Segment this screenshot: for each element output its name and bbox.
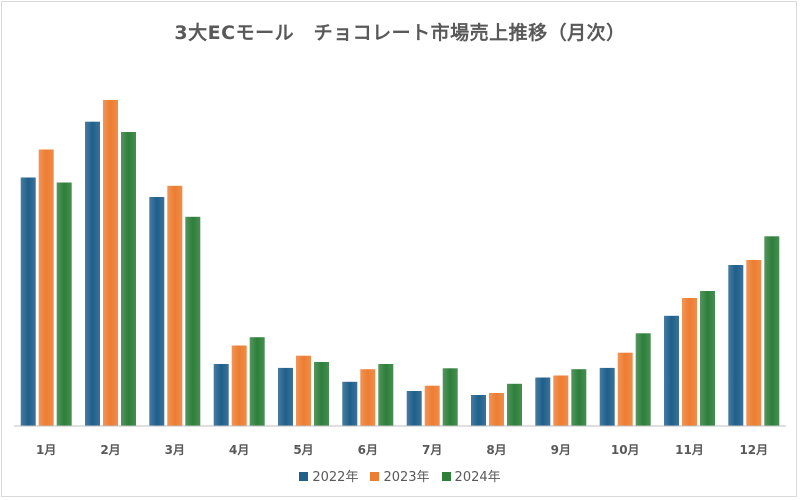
bar-11-series-1 bbox=[664, 315, 679, 426]
x-tick-label: 5月 bbox=[293, 443, 313, 457]
bar-9-series-2 bbox=[553, 375, 569, 426]
bar-1-series-3 bbox=[56, 182, 72, 426]
legend-label: 2024年 bbox=[454, 470, 501, 485]
legend-item-3: 2024年 bbox=[441, 466, 501, 485]
bar-10-series-3 bbox=[635, 333, 651, 426]
bar-2-series-2 bbox=[103, 100, 118, 426]
x-tick-label: 11月 bbox=[675, 443, 704, 457]
bar-4-series-3 bbox=[249, 337, 265, 426]
x-tick-label: 1月 bbox=[36, 443, 56, 457]
legend-swatch bbox=[441, 472, 451, 481]
bar-12-series-1 bbox=[728, 265, 744, 426]
bar-1-series-2 bbox=[38, 149, 54, 426]
bar-1-series-1 bbox=[20, 177, 36, 426]
x-tick-label: 12月 bbox=[739, 443, 768, 457]
bar-3-series-2 bbox=[167, 185, 183, 426]
bar-10-series-1 bbox=[599, 367, 615, 426]
x-tick-label: 6月 bbox=[358, 443, 378, 457]
legend-label: 2022年 bbox=[312, 470, 359, 485]
bar-4-series-1 bbox=[213, 364, 229, 426]
x-tick-label: 4月 bbox=[229, 443, 249, 457]
bar-6-series-3 bbox=[378, 364, 394, 426]
legend-swatch bbox=[299, 472, 309, 481]
legend-swatch bbox=[370, 472, 380, 481]
chart-title: 3大ECモール チョコレート市場売上推移（月次） bbox=[174, 22, 626, 44]
x-tick-label: 7月 bbox=[422, 443, 442, 457]
bar-7-series-1 bbox=[406, 391, 422, 426]
bar-8-series-2 bbox=[489, 393, 504, 426]
bar-9-series-3 bbox=[571, 369, 587, 426]
bar-6-series-1 bbox=[342, 381, 358, 426]
bar-8-series-3 bbox=[507, 383, 522, 426]
bar-7-series-2 bbox=[424, 385, 440, 426]
bar-2-series-3 bbox=[121, 132, 136, 426]
x-tick-label: 2月 bbox=[100, 443, 120, 457]
bar-8-series-1 bbox=[471, 395, 486, 426]
bar-11-series-3 bbox=[700, 291, 715, 426]
x-tick-label: 8月 bbox=[486, 443, 506, 457]
bar-7-series-3 bbox=[442, 368, 458, 427]
bar-5-series-2 bbox=[296, 355, 311, 426]
bar-4-series-2 bbox=[231, 345, 247, 426]
x-tick-label: 3月 bbox=[165, 443, 185, 457]
chart-legend: 2022年 2023年 2024年 bbox=[0, 466, 800, 485]
bar-10-series-2 bbox=[617, 352, 633, 426]
bar-12-series-2 bbox=[746, 260, 762, 426]
legend-item-1: 2022年 bbox=[299, 466, 358, 485]
bar-12-series-3 bbox=[764, 236, 780, 426]
x-tick-label: 9月 bbox=[551, 443, 571, 457]
bar-9-series-1 bbox=[535, 377, 551, 426]
bar-6-series-2 bbox=[360, 369, 376, 426]
bar-2-series-1 bbox=[85, 121, 100, 426]
bar-5-series-1 bbox=[278, 367, 293, 426]
bar-3-series-1 bbox=[149, 197, 165, 426]
legend-item-2: 2023年 bbox=[370, 466, 430, 485]
bar-11-series-2 bbox=[682, 298, 697, 426]
bar-3-series-3 bbox=[185, 216, 201, 426]
legend-label: 2023年 bbox=[383, 470, 430, 485]
x-tick-label: 10月 bbox=[611, 443, 640, 457]
bar-5-series-3 bbox=[314, 362, 329, 426]
